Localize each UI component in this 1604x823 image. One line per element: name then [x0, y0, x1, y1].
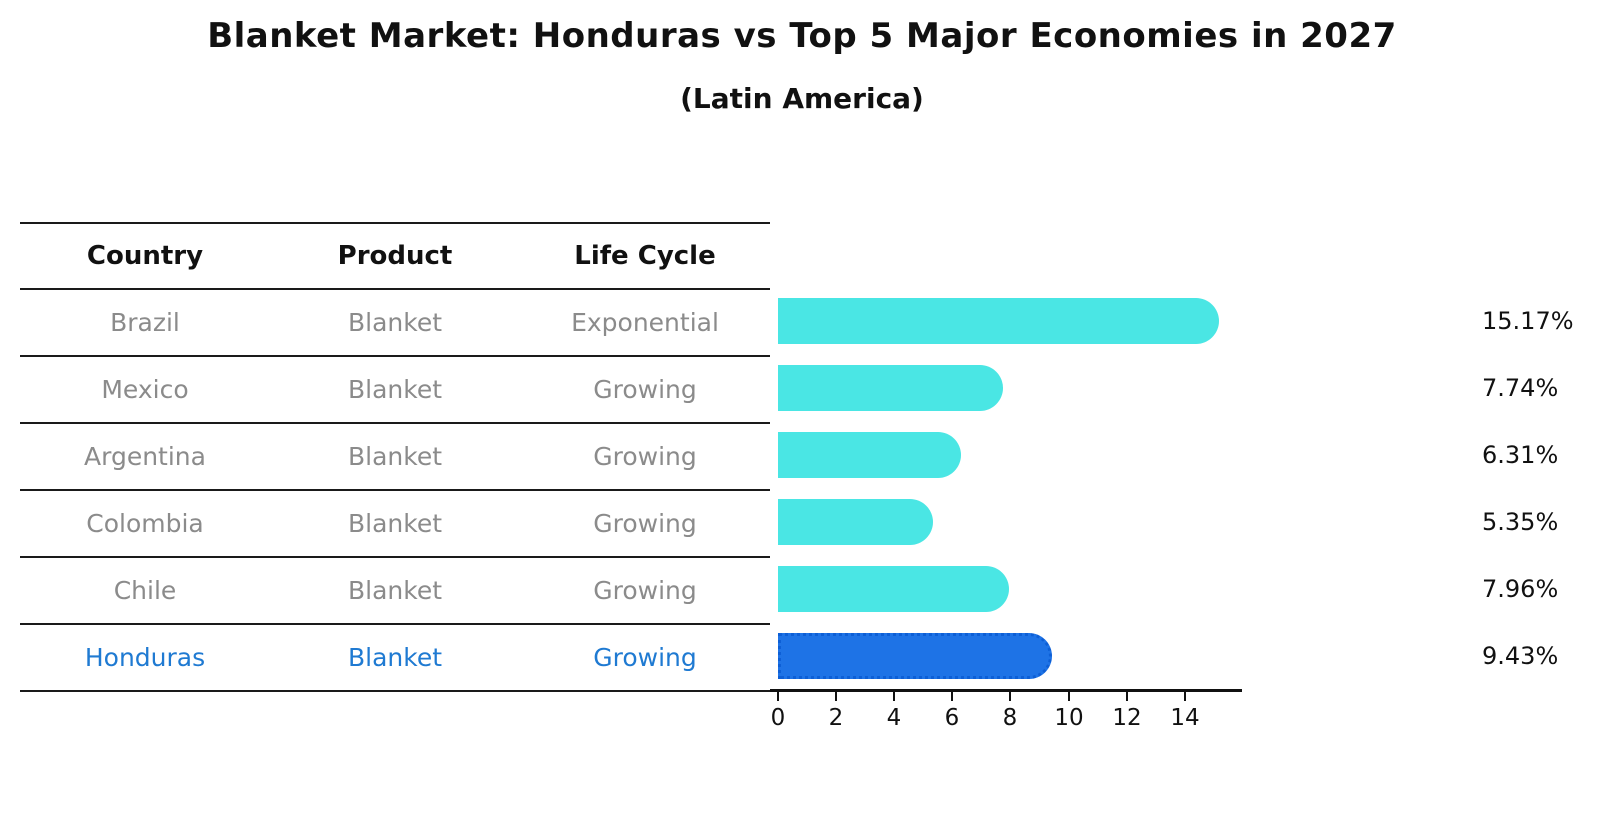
x-axis-tick-mark — [1009, 692, 1011, 701]
x-axis-tick-mark — [835, 692, 837, 701]
table-row-mexico: Mexico Blanket Growing — [20, 357, 770, 424]
table-header-country: Country — [86, 241, 204, 271]
x-axis-tick-mark — [1126, 692, 1128, 701]
x-axis-tick-mark — [1068, 692, 1070, 701]
table-cell-life-cycle: Growing — [593, 375, 697, 404]
table-row-chile: Chile Blanket Growing — [20, 558, 770, 625]
x-axis-tick-mark — [777, 692, 779, 701]
table-row-argentina: Argentina Blanket Growing — [20, 424, 770, 491]
table-cell-country: Chile — [113, 576, 177, 605]
table-header-row: Country Product Life Cycle — [20, 224, 770, 290]
table-cell-country: Argentina — [84, 442, 206, 471]
table-cell-product: Blanket — [347, 643, 443, 672]
x-axis-tick-label: 4 — [886, 705, 902, 731]
table-row-colombia: Colombia Blanket Growing — [20, 491, 770, 558]
table-cell-life-cycle: Exponential — [571, 308, 719, 337]
x-axis-ticks: 0 2 4 6 8 10 12 14 — [771, 689, 1250, 749]
x-axis-tick-label: 2 — [828, 705, 844, 731]
chart-subtitle: (Latin America) — [680, 82, 924, 115]
bar-mexico — [778, 365, 1003, 411]
bar-value-label: 6.31% — [1482, 441, 1559, 469]
bar-chile — [778, 566, 1009, 612]
table-cell-product: Blanket — [347, 375, 443, 404]
x-axis-tick-mark — [951, 692, 953, 701]
table-cell-life-cycle: Growing — [593, 576, 697, 605]
table-cell-life-cycle: Growing — [593, 509, 697, 538]
table-cell-product: Blanket — [347, 509, 443, 538]
x-axis-tick-label: 6 — [944, 705, 960, 731]
table-row-brazil: Brazil Blanket Exponential — [20, 290, 770, 357]
x-axis-tick-label: 10 — [1054, 705, 1084, 731]
bar-honduras — [778, 633, 1052, 679]
x-axis-tick-mark — [1184, 692, 1186, 701]
bar-value-label: 7.96% — [1482, 575, 1559, 603]
table-cell-life-cycle: Growing — [593, 442, 697, 471]
table-cell-country: Honduras — [84, 643, 206, 672]
table-cell-product: Blanket — [347, 442, 443, 471]
bar-colombia — [778, 499, 933, 545]
bar-argentina — [778, 432, 961, 478]
bar-value-label: 5.35% — [1482, 508, 1559, 536]
table-cell-product: Blanket — [347, 576, 443, 605]
x-axis-tick-label: 0 — [770, 705, 786, 731]
x-axis-tick-label: 14 — [1170, 705, 1200, 731]
x-axis-tick-label: 8 — [1002, 705, 1018, 731]
x-axis-line — [770, 689, 1242, 692]
table-cell-product: Blanket — [347, 308, 443, 337]
x-axis-tick-label: 12 — [1112, 705, 1142, 731]
bar-value-label: 9.43% — [1482, 642, 1559, 670]
table-header-life-cycle: Life Cycle — [574, 241, 716, 271]
bar-value-label: 7.74% — [1482, 374, 1559, 402]
country-table: Country Product Life Cycle Brazil Blanke… — [20, 222, 770, 692]
bar-value-label: 15.17% — [1482, 307, 1574, 335]
table-row-honduras: Honduras Blanket Growing — [20, 625, 770, 692]
table-header-product: Product — [337, 241, 453, 271]
x-axis-tick-mark — [893, 692, 895, 701]
table-cell-life-cycle: Growing — [593, 643, 697, 672]
chart-title: Blanket Market: Honduras vs Top 5 Major … — [207, 16, 1397, 56]
table-cell-country: Brazil — [110, 308, 180, 337]
table-cell-country: Colombia — [86, 509, 204, 538]
bar-brazil — [778, 298, 1219, 344]
table-cell-country: Mexico — [101, 375, 189, 404]
